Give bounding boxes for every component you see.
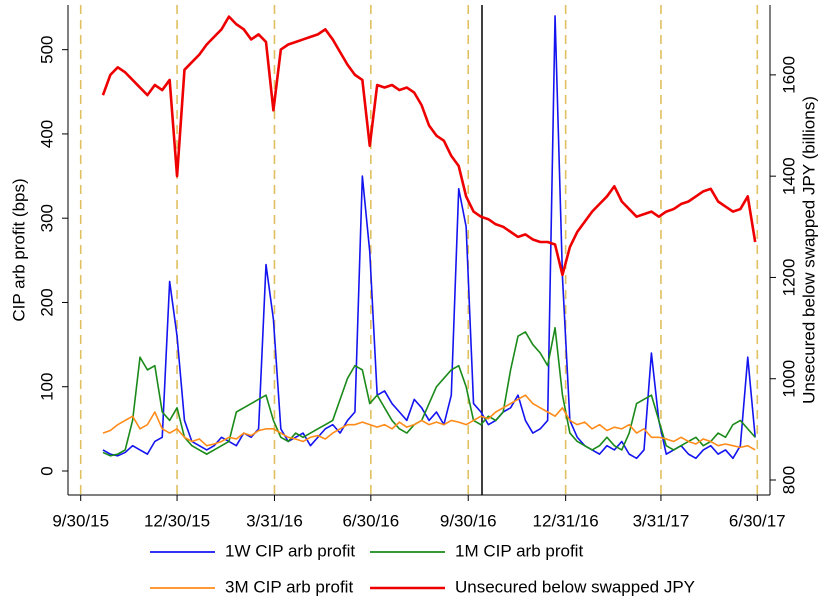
y2-tick-label: 1400 xyxy=(779,157,798,195)
y-tick-label: 200 xyxy=(37,288,56,316)
x-tick-label: 9/30/15 xyxy=(52,511,109,530)
x-tick-label: 12/30/15 xyxy=(144,511,210,530)
y2-axis-title: Unsecured below swapped JPY (billions) xyxy=(799,96,818,404)
y-axis-title: CIP arb profit (bps) xyxy=(9,178,28,321)
x-tick-label: 3/31/17 xyxy=(633,511,690,530)
y2-tick-label: 1000 xyxy=(779,360,798,398)
series-line xyxy=(102,394,756,451)
y2-tick-label: 800 xyxy=(779,466,798,494)
x-tick-label: 9/30/16 xyxy=(440,511,497,530)
legend-label: Unsecured below swapped JPY xyxy=(455,577,695,596)
y2-tick-label: 1200 xyxy=(779,259,798,297)
legend-label: 1M CIP arb profit xyxy=(455,541,583,560)
x-tick-label: 3/31/16 xyxy=(246,511,303,530)
series-line xyxy=(102,326,756,457)
x-tick-label: 6/30/16 xyxy=(342,511,399,530)
legend-label: 1W CIP arb profit xyxy=(225,541,355,560)
y-tick-label: 100 xyxy=(37,373,56,401)
y-tick-label: 400 xyxy=(37,120,56,148)
y-tick-label: 0 xyxy=(37,466,56,475)
y-tick-label: 300 xyxy=(37,204,56,232)
series-line xyxy=(101,15,757,277)
y2-tick-label: 1600 xyxy=(779,56,798,94)
y-tick-label: 500 xyxy=(37,35,56,63)
series-line xyxy=(102,15,756,460)
legend-label: 3M CIP arb profit xyxy=(225,577,353,596)
x-tick-label: 6/30/17 xyxy=(729,511,786,530)
x-tick-label: 12/31/16 xyxy=(533,511,599,530)
